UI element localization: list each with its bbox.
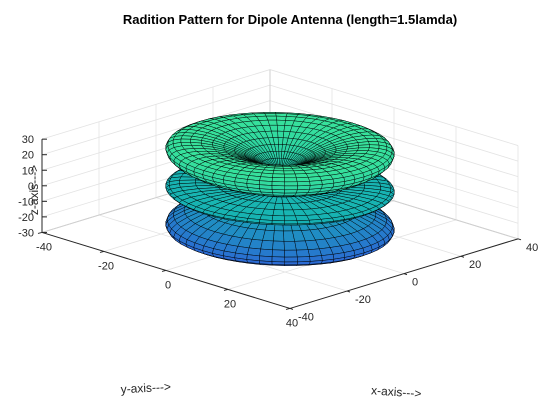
surface-face xyxy=(295,215,310,221)
surface-face xyxy=(271,177,285,183)
surface-face xyxy=(260,240,274,251)
z-tick-label: -20 xyxy=(18,212,34,224)
surface-face xyxy=(272,240,285,251)
surface-face xyxy=(283,173,297,179)
surface-face xyxy=(277,130,285,138)
surface-face xyxy=(267,119,278,126)
surface-face xyxy=(284,189,298,194)
surface-face xyxy=(275,115,287,121)
surface-face xyxy=(297,185,311,190)
surface-face xyxy=(284,185,298,191)
surface-face xyxy=(272,170,285,175)
surface-face xyxy=(259,184,273,190)
surface-face xyxy=(271,261,286,266)
y-tick-mark xyxy=(517,238,522,241)
surface-face xyxy=(284,261,298,266)
chart-title: Radition Pattern for Dipole Antenna (len… xyxy=(123,12,457,27)
surface-face xyxy=(284,220,298,225)
surface-face xyxy=(271,185,286,191)
surface-face xyxy=(273,203,284,211)
grid-line xyxy=(269,84,519,162)
surface-face xyxy=(284,249,298,258)
surface-face xyxy=(259,248,273,257)
y-tick-mark xyxy=(403,273,408,276)
grid-line xyxy=(41,69,271,140)
surface-face xyxy=(358,144,370,149)
surface-face xyxy=(271,181,286,187)
surface-face xyxy=(283,170,296,175)
grid-line xyxy=(41,100,271,171)
surface-face xyxy=(276,124,285,132)
y-tick-label: -40 xyxy=(298,311,314,323)
surface-face xyxy=(271,256,286,263)
y-tick-mark xyxy=(460,255,465,258)
z-tick-label: -10 xyxy=(18,196,34,208)
z-tick-label: 10 xyxy=(22,165,34,177)
surface-face xyxy=(264,113,277,117)
y-tick-mark xyxy=(289,307,294,310)
y-tick-label: 0 xyxy=(412,277,418,289)
surface-face xyxy=(284,223,298,226)
surface-face xyxy=(180,135,193,140)
surface-face xyxy=(283,241,297,251)
surface-face xyxy=(297,256,311,263)
surface-face xyxy=(283,192,297,196)
x-tick-mark xyxy=(161,269,167,272)
grid-line xyxy=(269,100,519,178)
z-tick-label: 20 xyxy=(22,150,34,162)
y-tick-label: 20 xyxy=(469,259,481,271)
y-tick-label: -20 xyxy=(355,294,371,306)
surface-face xyxy=(271,215,285,222)
surface-face xyxy=(296,261,311,265)
surface-face xyxy=(307,248,322,257)
y-tick-mark xyxy=(346,290,351,293)
x-axis-label: x-axis---> xyxy=(371,383,422,400)
surface-face xyxy=(271,249,285,258)
y-axis-label: y-axis---> xyxy=(120,380,171,397)
x-tick-label: 20 xyxy=(224,298,236,310)
surface-face xyxy=(296,177,310,183)
x-tick-mark xyxy=(37,231,43,234)
surface-face xyxy=(357,147,370,151)
surface-face xyxy=(296,223,311,226)
surface-face xyxy=(265,115,277,121)
x-tick-label: -40 xyxy=(36,241,52,253)
surface-face xyxy=(296,181,311,187)
z-axis-label: z-axis---> xyxy=(27,165,41,215)
x-tick-label: -20 xyxy=(98,260,114,272)
surface-face xyxy=(180,138,191,143)
surface-face xyxy=(309,184,323,190)
z-tick-label: 0 xyxy=(28,181,34,193)
z-tick-label: -30 xyxy=(18,227,34,239)
surface-face xyxy=(259,260,273,265)
surface-face xyxy=(296,249,310,258)
surface-face xyxy=(283,215,298,222)
surface-face xyxy=(284,177,298,183)
surface-face xyxy=(284,181,298,187)
x-tick-mark xyxy=(285,307,291,310)
radiation-pattern-surface xyxy=(165,112,395,266)
grid-line xyxy=(41,84,271,156)
surface-face xyxy=(284,256,298,263)
surface-face xyxy=(273,230,285,242)
surface-face xyxy=(272,173,285,179)
x-tick-label: 0 xyxy=(165,279,171,291)
y-tick-label: 40 xyxy=(526,242,538,254)
surface-face xyxy=(271,223,286,226)
surface-face xyxy=(272,209,285,217)
grid-line xyxy=(269,69,519,146)
x-tick-mark xyxy=(99,250,105,253)
surface-face xyxy=(276,119,286,126)
x-tick-label: 40 xyxy=(286,317,298,329)
z-tick-label: 30 xyxy=(22,134,34,146)
x-tick-mark xyxy=(223,288,229,291)
